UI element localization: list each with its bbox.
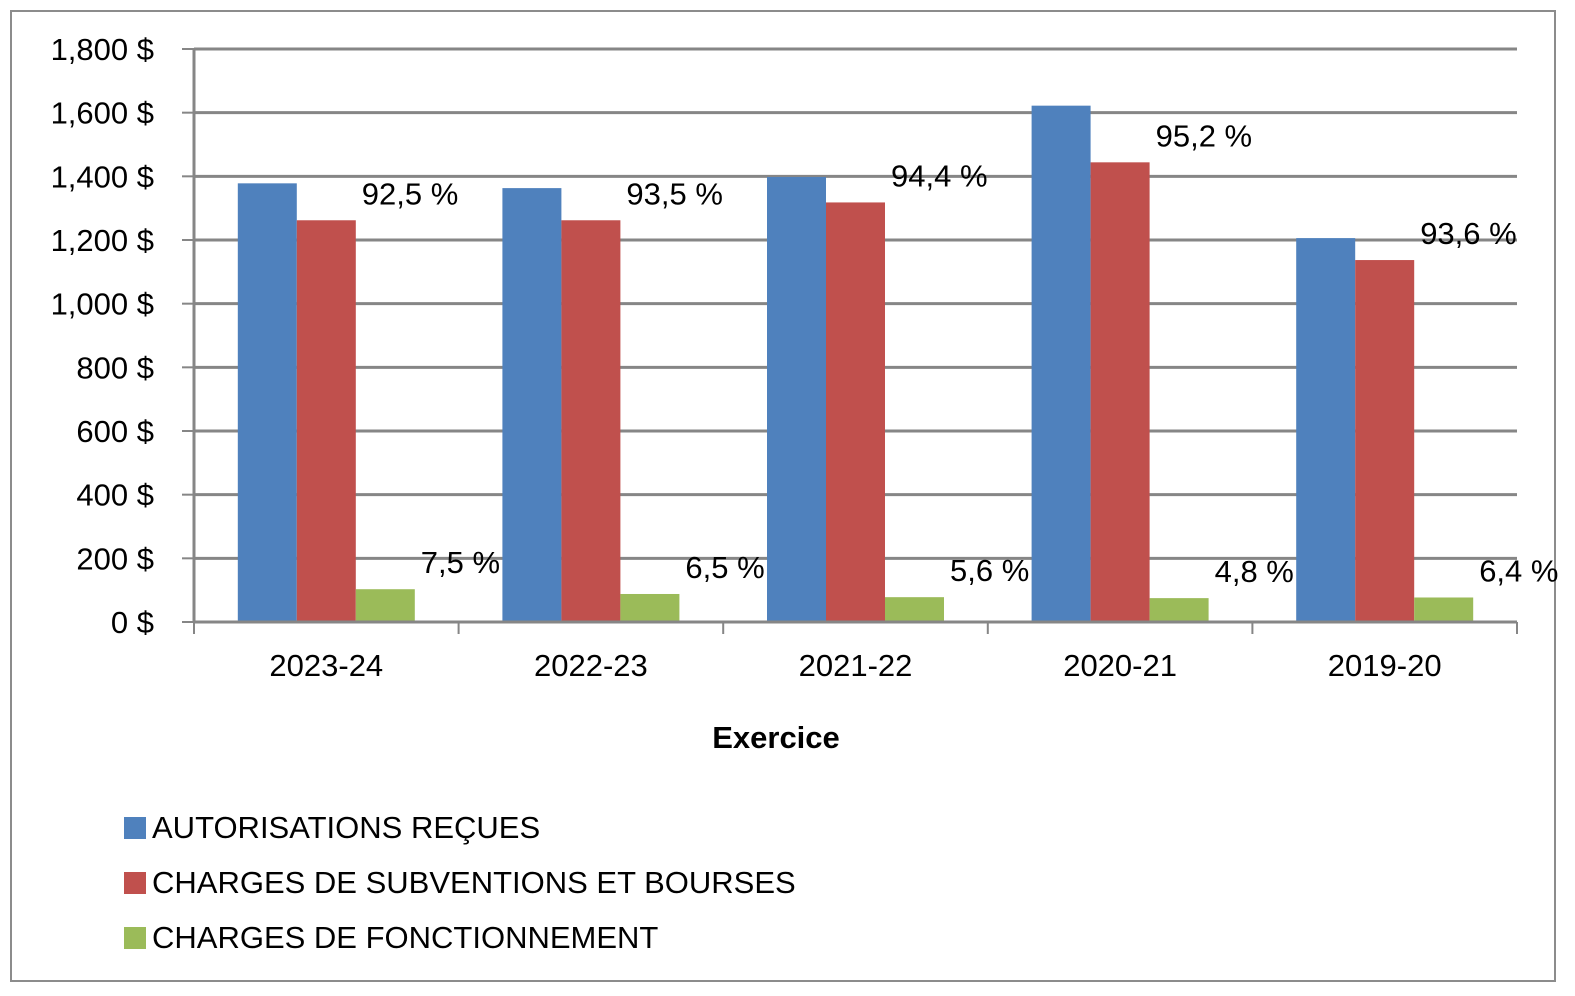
y-tick-label: 800 $ <box>76 350 154 385</box>
bar <box>1149 598 1209 622</box>
y-tick-label: 200 $ <box>76 541 154 576</box>
legend-label: CHARGES DE SUBVENTIONS ET BOURSES <box>152 864 796 900</box>
legend-swatch <box>124 871 146 894</box>
legend-swatch <box>124 816 146 839</box>
x-tick-label: 2020-21 <box>1063 648 1177 683</box>
x-tick-label: 2023-24 <box>269 648 383 683</box>
data-label: 92,5 % <box>362 176 459 211</box>
axes <box>192 49 1518 634</box>
data-label: 7,5 % <box>421 545 500 580</box>
x-axis-title: Exercice <box>712 720 840 755</box>
legend-item: AUTORISATIONS REÇUES <box>124 800 796 855</box>
bar <box>355 589 415 622</box>
x-tick-label: 2021-22 <box>799 648 913 683</box>
legend: AUTORISATIONS REÇUES CHARGES DE SUBVENTI… <box>124 800 796 965</box>
bar <box>502 188 562 622</box>
legend-swatch <box>124 926 146 949</box>
bar <box>296 220 356 622</box>
data-labels: 92,5 % 7,5 % 93,5 % 6,5 % 94,4 % 5,6 % 95,2 % 4… <box>362 118 1559 589</box>
legend-label: CHARGES DE FONCTIONNEMENT <box>152 919 659 955</box>
data-label: 6,5 % <box>685 550 764 585</box>
bar <box>767 176 826 622</box>
data-label: 94,4 % <box>891 158 988 193</box>
bar <box>1296 238 1356 622</box>
legend-item: CHARGES DE SUBVENTIONS ET BOURSES <box>124 855 796 910</box>
data-label: 93,6 % <box>1420 216 1517 251</box>
bar <box>826 202 885 623</box>
bar <box>620 593 680 622</box>
x-tick-label: 2022-23 <box>534 648 648 683</box>
y-tick-label: 400 $ <box>76 478 154 513</box>
y-tick-label: 1,000 $ <box>51 287 154 322</box>
bars <box>237 105 1474 623</box>
x-tick-labels: 2023-24 2022-23 2021-22 2020-21 2019-20 <box>269 648 1441 683</box>
bar <box>561 220 621 622</box>
bar <box>1355 260 1415 622</box>
legend-label: AUTORISATIONS REÇUES <box>152 809 541 845</box>
y-tick-label: 600 $ <box>76 414 154 449</box>
data-label: 95,2 % <box>1156 118 1253 153</box>
bar <box>237 183 297 622</box>
y-tick-label: 0 $ <box>111 605 154 640</box>
bar <box>1031 105 1091 622</box>
y-tick-label: 1,200 $ <box>51 223 154 258</box>
data-label: 93,5 % <box>626 176 723 211</box>
x-tick-label: 2019-20 <box>1328 648 1442 683</box>
data-label: 6,4 % <box>1479 553 1558 588</box>
bar <box>885 597 944 622</box>
bar <box>1414 597 1474 622</box>
bar <box>1090 162 1150 622</box>
data-label: 5,6 % <box>950 553 1029 588</box>
legend-item: CHARGES DE FONCTIONNEMENT <box>124 910 796 965</box>
y-tick-label: 1,800 $ <box>51 32 154 67</box>
data-label: 4,8 % <box>1215 554 1294 589</box>
y-tick-labels: 0 $ 200 $ 400 $ 600 $ 800 $ 1,000 $ 1,200 $ 1,4… <box>51 32 154 640</box>
y-tick-label: 1,600 $ <box>51 96 154 131</box>
y-tick-label: 1,400 $ <box>51 159 154 194</box>
